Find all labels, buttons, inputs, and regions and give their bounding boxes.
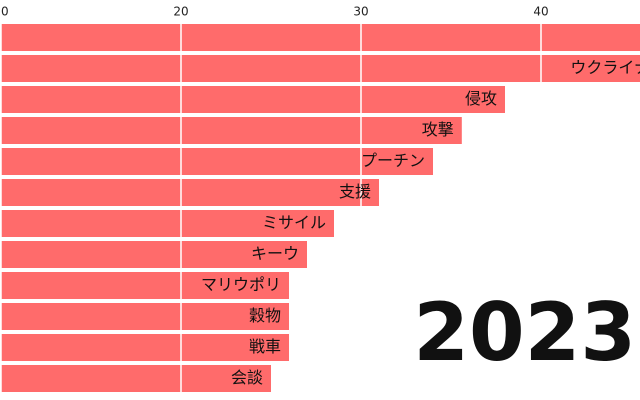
bar-label: 穀物 [249, 306, 281, 325]
bar-label: ウクライナ [570, 58, 640, 77]
bar [1, 272, 289, 299]
bar-label: 侵攻 [465, 89, 497, 108]
bar-label: 会談 [231, 368, 263, 387]
bar [1, 365, 271, 392]
bar [1, 179, 379, 206]
bar [1, 241, 307, 268]
bar [1, 303, 289, 330]
bar [1, 55, 640, 82]
bar [1, 210, 334, 237]
bar [1, 86, 505, 113]
x-tick-label: 20 [173, 5, 188, 19]
x-tick-label: 40 [533, 5, 548, 19]
x-tick-label: 30 [353, 5, 368, 19]
bar-label: プーチン [361, 151, 425, 170]
year-annotation: 2023 [413, 286, 636, 379]
bar-label: 戦車 [249, 337, 281, 356]
bar [1, 117, 462, 144]
bar-label: 攻撃 [422, 120, 454, 139]
bar-label: マリウポリ [201, 275, 281, 294]
bar-label: 支援 [339, 182, 371, 201]
bar [1, 334, 289, 361]
x-tick-label: 10 [0, 5, 9, 19]
bar [1, 24, 640, 51]
bar-label: ミサイル [262, 213, 326, 232]
bar-label: キーウ [251, 244, 299, 263]
